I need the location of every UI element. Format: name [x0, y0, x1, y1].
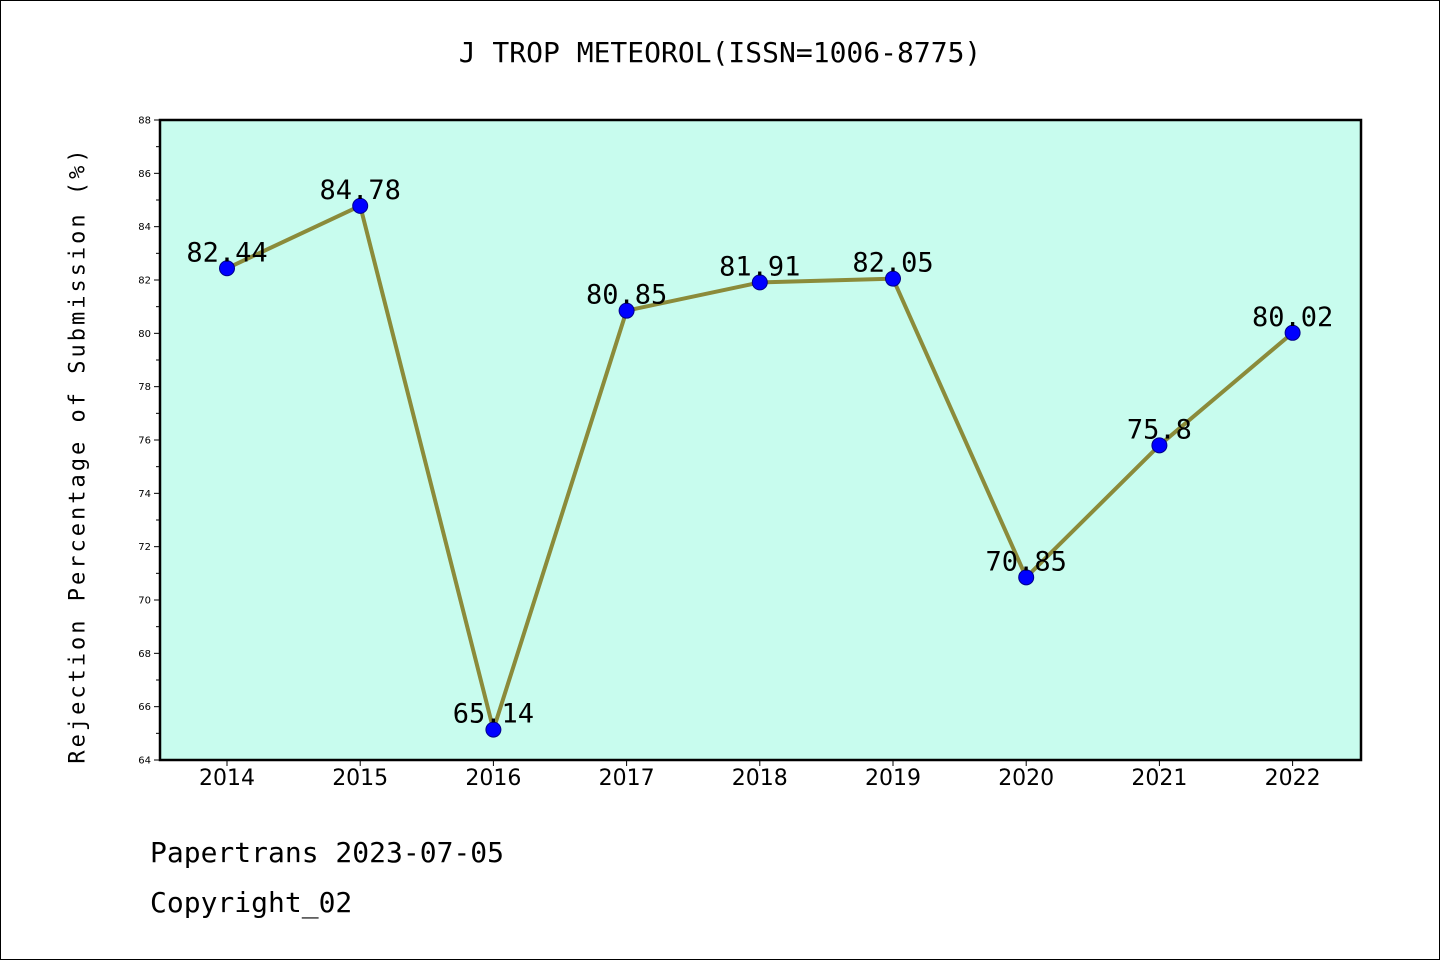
- y-tick-label: 86: [138, 169, 151, 180]
- x-tick-label: 2021: [1131, 766, 1187, 791]
- data-label: 80.02: [1252, 302, 1333, 333]
- data-point: [885, 270, 901, 287]
- y-tick-label: 74: [138, 489, 151, 500]
- x-tick-label: 2022: [1265, 766, 1321, 791]
- y-tick-label: 78: [138, 382, 151, 393]
- x-tick-label: 2015: [332, 766, 388, 791]
- y-tick-label: 76: [138, 436, 151, 447]
- data-label: 81.91: [719, 251, 800, 282]
- data-point: [485, 721, 502, 738]
- data-label: 82.05: [852, 248, 933, 279]
- chart-title: J TROP METEOROL(ISSN=1006-8775): [458, 36, 982, 69]
- data-label: 80.85: [586, 280, 667, 311]
- x-tick-label: 2019: [865, 766, 921, 791]
- data-point: [751, 274, 768, 291]
- y-tick-label: 70: [138, 596, 151, 607]
- y-tick-label: 82: [138, 276, 151, 287]
- x-tick-label: 2016: [465, 766, 521, 791]
- y-tick-label: 88: [138, 116, 151, 127]
- data-label: 75.8: [1127, 414, 1192, 445]
- data-label: 70.85: [986, 546, 1067, 577]
- data-point: [1018, 569, 1035, 586]
- data-label: 82.44: [186, 237, 267, 268]
- footer-copyright: Copyright_02: [150, 886, 353, 919]
- y-tick-label: 84: [138, 222, 151, 233]
- data-point: [618, 302, 635, 319]
- data-label: 65.14: [453, 699, 534, 730]
- footer-source: Papertrans 2023-07-05: [150, 836, 505, 869]
- y-tick-label: 66: [138, 702, 151, 713]
- y-tick-label: 72: [138, 542, 151, 553]
- x-tick-label: 2014: [199, 766, 255, 791]
- x-tick-label: 2020: [998, 766, 1054, 791]
- x-tick-label: 2017: [599, 766, 655, 791]
- data-point: [1284, 324, 1301, 341]
- y-tick-label: 68: [138, 649, 151, 660]
- data-label: 84.78: [320, 175, 401, 206]
- y-tick-label: 80: [138, 329, 151, 340]
- x-tick-label: 2018: [732, 766, 788, 791]
- data-point: [352, 197, 369, 214]
- data-point: [1151, 437, 1168, 454]
- y-tick-label: 64: [138, 756, 151, 767]
- data-point: [219, 260, 235, 277]
